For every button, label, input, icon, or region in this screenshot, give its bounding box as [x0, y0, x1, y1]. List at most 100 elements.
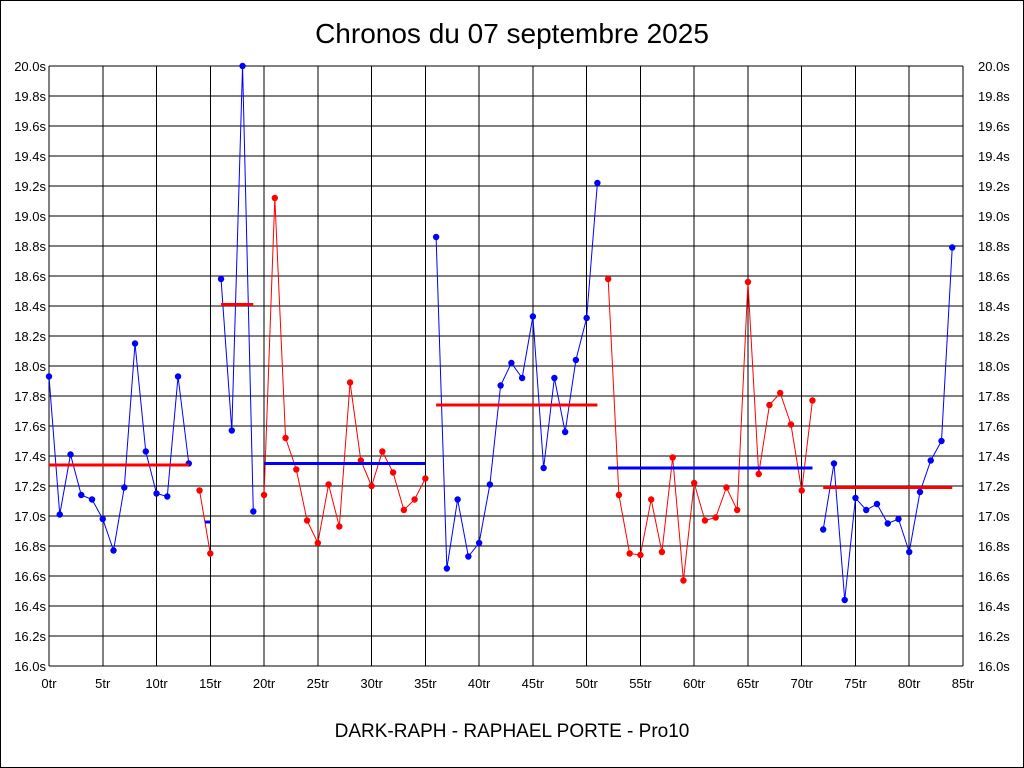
- x-tick-label: 30tr: [360, 676, 383, 691]
- x-tick-label: 20tr: [253, 676, 276, 691]
- lap-point: [400, 506, 408, 514]
- y-tick-label-right: 18.2s: [978, 329, 1010, 344]
- x-tick-label: 25tr: [307, 676, 330, 691]
- x-tick-label: 80tr: [898, 676, 921, 691]
- lap-point: [432, 233, 440, 241]
- lap-point: [809, 397, 816, 404]
- y-tick-label-left: 20.0s: [14, 59, 46, 74]
- lap-point: [787, 421, 795, 428]
- series-line: [822, 247, 953, 601]
- chart-footer: DARK-RAPH - RAPHAEL PORTE - Pro10: [334, 721, 690, 742]
- lap-point: [303, 517, 311, 524]
- lap-point: [647, 496, 655, 503]
- y-tick-label-left: 16.4s: [14, 599, 46, 614]
- y-tick-label-left: 18.6s: [14, 269, 46, 284]
- lap-point: [443, 565, 451, 572]
- lap-point: [475, 539, 483, 547]
- x-tick-label: 85tr: [952, 676, 975, 691]
- lap-point: [852, 494, 859, 502]
- lap-point: [744, 278, 752, 286]
- lap-point: [916, 488, 924, 496]
- y-tick-label-left: 18.4s: [14, 299, 46, 314]
- lap-point: [820, 526, 827, 533]
- y-tick-label-right: 16.4s: [978, 599, 1010, 614]
- lap-point: [346, 379, 354, 386]
- lap-point: [250, 508, 257, 515]
- lap-point: [78, 491, 85, 499]
- y-tick-label-left: 16.0s: [14, 659, 46, 674]
- lap-point: [712, 514, 719, 521]
- lap-point: [927, 457, 934, 464]
- lap-point: [336, 523, 343, 530]
- y-tick-label-left: 16.2s: [14, 629, 46, 644]
- lap-point: [56, 511, 63, 518]
- y-tick-label-left: 17.6s: [14, 419, 46, 434]
- lap-point: [454, 496, 461, 503]
- y-tick-label-right: 17.6s: [978, 419, 1010, 434]
- y-tick-label-left: 17.2s: [14, 479, 46, 494]
- y-tick-label-right: 19.2s: [978, 179, 1010, 194]
- lap-point: [260, 491, 268, 499]
- y-tick-label-left: 19.4s: [14, 149, 46, 164]
- y-tick-label-left: 18.8s: [14, 239, 46, 254]
- x-tick-label: 5tr: [95, 676, 111, 691]
- lap-point: [561, 428, 569, 436]
- lap-point: [594, 179, 601, 187]
- lap-point: [174, 373, 182, 380]
- y-tick-label-left: 16.6s: [14, 569, 46, 584]
- series-line: [220, 65, 254, 512]
- y-tick-label-left: 16.8s: [14, 539, 46, 554]
- lap-point: [701, 517, 709, 524]
- lap-point: [228, 427, 235, 434]
- lap-point: [486, 481, 494, 488]
- lap-point: [164, 493, 171, 500]
- lap-point: [873, 500, 881, 508]
- y-tick-label-right: 18.0s: [978, 359, 1010, 374]
- lap-point: [766, 401, 773, 409]
- lap-point: [572, 356, 580, 364]
- lap-point: [508, 359, 515, 367]
- lap-point: [884, 520, 891, 527]
- y-tick-label-right: 18.6s: [978, 269, 1010, 284]
- lap-point: [314, 539, 322, 547]
- lap-point: [777, 389, 784, 397]
- lap-point: [99, 515, 106, 523]
- y-tick-label-right: 20.0s: [978, 59, 1010, 74]
- lap-point: [583, 314, 590, 322]
- lap-point: [207, 550, 214, 557]
- lap-point: [615, 491, 623, 499]
- x-tick-label: 65tr: [737, 676, 760, 691]
- lap-point: [938, 437, 945, 445]
- lap-point: [669, 454, 676, 461]
- series-line: [263, 197, 426, 545]
- y-tick-label-left: 18.2s: [14, 329, 46, 344]
- lap-point: [389, 469, 397, 476]
- series-line: [435, 182, 598, 569]
- lap-point: [690, 479, 698, 487]
- lap-point: [271, 194, 279, 202]
- y-tick-label-left: 19.8s: [14, 89, 46, 104]
- lap-point: [465, 553, 472, 560]
- lap-point: [626, 550, 633, 557]
- y-tick-label-right: 18.8s: [978, 239, 1010, 254]
- lap-point: [658, 548, 666, 556]
- x-tick-label: 60tr: [683, 676, 706, 691]
- x-tick-label: 35tr: [414, 676, 437, 691]
- x-tick-label: 10tr: [145, 676, 168, 691]
- y-tick-label-right: 18.4s: [978, 299, 1010, 314]
- y-tick-label-right: 19.4s: [978, 149, 1010, 164]
- x-tick-label: 75tr: [844, 676, 867, 691]
- y-tick-label-right: 17.4s: [978, 449, 1010, 464]
- y-tick-label-right: 16.2s: [978, 629, 1010, 644]
- lap-point: [841, 596, 848, 604]
- lap-point: [293, 466, 300, 473]
- y-tick-label-right: 19.8s: [978, 89, 1010, 104]
- lap-point: [88, 496, 96, 503]
- lap-point: [863, 506, 870, 514]
- lap-point: [379, 448, 386, 455]
- y-tick-label-left: 19.0s: [14, 209, 46, 224]
- lap-point: [680, 577, 687, 584]
- lap-point: [131, 340, 139, 347]
- x-tick-label: 55tr: [629, 676, 652, 691]
